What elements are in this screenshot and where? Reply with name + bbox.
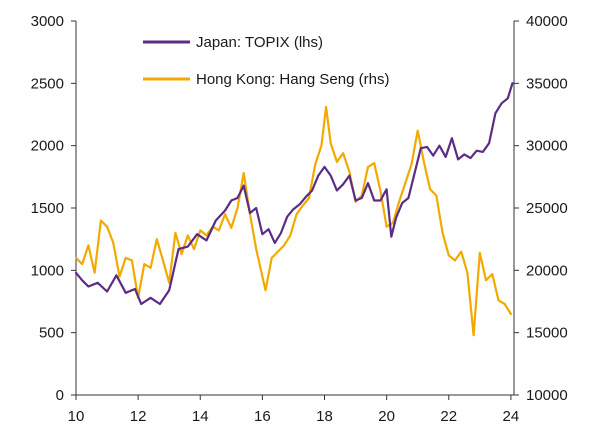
x-tick-label: 10 (68, 408, 85, 425)
x-tick-label: 16 (254, 408, 271, 425)
right-y-tick-label: 20000 (526, 262, 568, 279)
left-y-tick-label: 0 (56, 387, 64, 404)
legend-label-hang-seng: Hong Kong: Hang Seng (rhs) (196, 71, 389, 88)
right-y-tick-label: 25000 (526, 200, 568, 217)
right-y-tick-label: 10000 (526, 387, 568, 404)
left-y-tick-label: 1500 (31, 200, 64, 217)
left-y-tick-label: 3000 (31, 13, 64, 30)
x-tick-label: 20 (378, 408, 395, 425)
x-tick-label: 24 (503, 408, 520, 425)
right-y-tick-label: 40000 (526, 13, 568, 30)
left-y-tick-label: 500 (39, 325, 64, 342)
series-line-hang-seng (74, 105, 512, 337)
x-tick-label: 12 (130, 408, 147, 425)
left-y-tick-label: 2500 (31, 75, 64, 92)
left-y-tick-label: 1000 (31, 262, 64, 279)
right-y-tick-label: 35000 (526, 75, 568, 92)
series-layer (74, 82, 514, 337)
x-tick-label: 22 (440, 408, 457, 425)
x-tick-label: 14 (192, 408, 209, 425)
chart-ticks: 0 500 1000 1500 2000 2500 3000 10000 15000 20000 2… (31, 13, 568, 425)
right-y-tick-label: 30000 (526, 138, 568, 155)
x-tick-label: 18 (316, 408, 333, 425)
right-y-tick-label: 15000 (526, 325, 568, 342)
legend-label-topix: Japan: TOPIX (lhs) (196, 34, 323, 51)
left-y-tick-label: 2000 (31, 138, 64, 155)
series-line-topix (74, 82, 514, 306)
chart-legend: Japan: TOPIX (lhs) Hong Kong: Hang Seng … (143, 34, 389, 88)
